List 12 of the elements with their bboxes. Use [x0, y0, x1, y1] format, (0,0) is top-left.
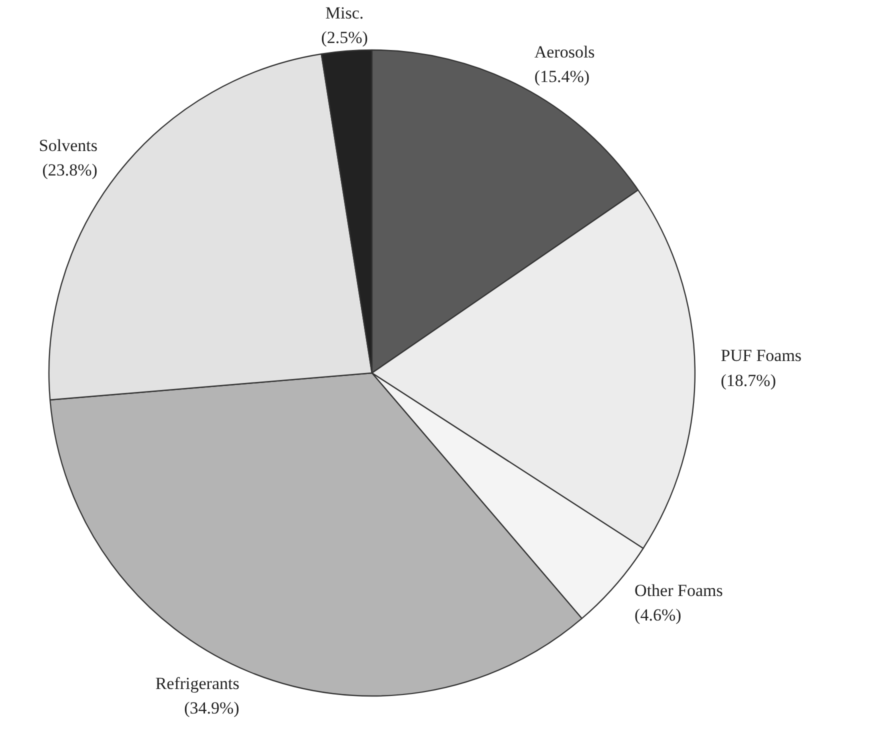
slice-label: Refrigerants	[155, 674, 240, 693]
data-label: (2.5%)	[321, 28, 368, 48]
slice-label: PUF Foams	[720, 346, 802, 366]
data-label: (15.4%)	[534, 67, 590, 86]
slice-label: Misc.	[325, 3, 364, 22]
slice-label: Aerosols	[534, 42, 595, 62]
data-label: (23.8%)	[42, 160, 98, 180]
slice-label: Solvents	[38, 136, 98, 155]
data-label: (4.6%)	[634, 605, 682, 624]
data-label: (34.9%)	[184, 698, 240, 718]
slice-label: Other Foams	[634, 580, 723, 600]
data-label: (18.7%)	[720, 370, 776, 390]
